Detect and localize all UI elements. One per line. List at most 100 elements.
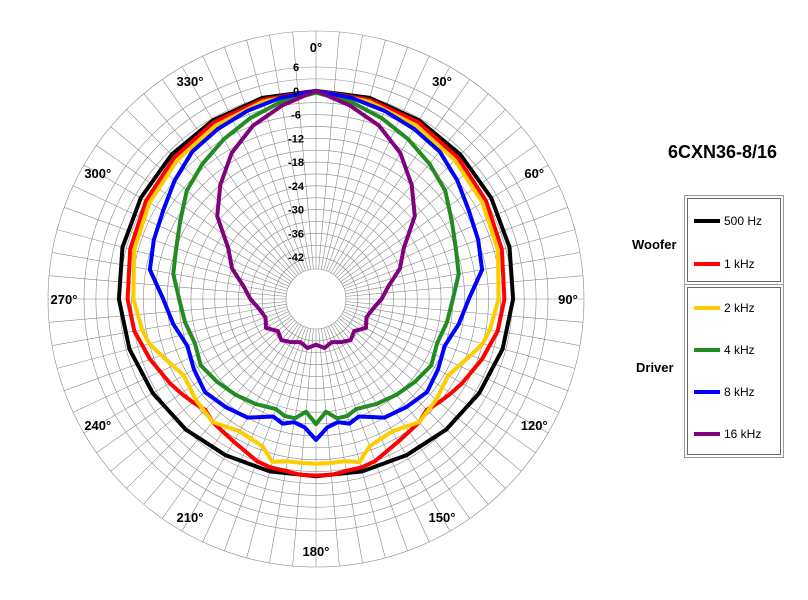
angle-tick-label: 300° xyxy=(84,166,111,181)
grid-spoke xyxy=(52,252,287,295)
grid-spoke xyxy=(110,126,294,280)
grid-spoke xyxy=(340,315,536,453)
grid-spoke xyxy=(224,47,307,271)
grid-ring xyxy=(285,268,347,330)
db-tick-label: -30 xyxy=(288,205,304,217)
db-tick-label: -6 xyxy=(291,110,301,122)
legend-label-2khz: 2 kHz xyxy=(724,301,755,315)
angle-tick-label: 330° xyxy=(177,74,204,89)
grid-spoke xyxy=(338,318,522,472)
db-tick-label: 6 xyxy=(293,62,299,74)
angle-tick-label: 30° xyxy=(432,74,452,89)
grid-spoke xyxy=(328,55,430,272)
grid-spoke xyxy=(335,321,489,505)
angle-tick-label: 60° xyxy=(524,166,544,181)
series-line-2khz xyxy=(131,88,501,466)
grid-spoke xyxy=(202,326,304,543)
legend-item-500hz: 500 Hz xyxy=(694,213,762,229)
grid-spoke xyxy=(96,145,292,283)
legend-item-4khz: 4 kHz xyxy=(694,342,755,358)
grid-spoke xyxy=(162,79,300,275)
grid-spoke xyxy=(269,328,312,563)
grid-spoke xyxy=(325,327,408,551)
grid-spoke xyxy=(341,313,549,434)
legend-item-8khz: 8 kHz xyxy=(694,384,755,400)
chart-title: 6CXN36-8/16 xyxy=(668,142,778,162)
grid-spoke xyxy=(344,308,568,391)
angle-tick-label: 90° xyxy=(558,292,578,307)
legend-swatch-16khz xyxy=(694,432,720,436)
grid-spoke xyxy=(181,324,302,532)
legend-swatch-4khz xyxy=(694,348,720,352)
grid-spoke xyxy=(96,315,292,453)
grid-spoke xyxy=(143,321,297,505)
axis-labels: 0° 30° 60° 90° 120° 150° 180° 210° 240° 270° 300° 3… xyxy=(51,40,578,559)
grid-spoke xyxy=(72,311,289,413)
grid-spoke xyxy=(341,164,549,285)
legend-group-driver: Driver xyxy=(636,360,674,375)
grid-spoke xyxy=(337,109,506,278)
angle-tick-label: 150° xyxy=(429,510,456,525)
db-tick-label: -42 xyxy=(288,252,304,264)
grid-spoke xyxy=(162,323,300,519)
grid-spoke xyxy=(110,318,294,472)
legend-swatch-8khz xyxy=(694,390,720,394)
grid-spoke xyxy=(343,185,560,287)
series-line-1khz xyxy=(125,88,507,478)
angle-tick-label: 240° xyxy=(84,418,111,433)
db-tick-label: -24 xyxy=(288,181,305,193)
grid-spoke xyxy=(323,327,386,558)
grid-spoke xyxy=(57,229,288,292)
grid-spoke xyxy=(345,303,580,346)
legend-item-16khz: 16 kHz xyxy=(694,426,761,442)
grid-spoke xyxy=(325,47,408,271)
grid-spoke xyxy=(126,109,295,278)
legend-label-4khz: 4 kHz xyxy=(724,343,755,357)
grid-spoke xyxy=(345,252,580,295)
grid-spoke xyxy=(338,126,522,280)
grid-spoke xyxy=(332,323,470,519)
grid-spoke xyxy=(52,303,287,346)
angle-tick-label: 210° xyxy=(177,510,204,525)
grid-spoke xyxy=(330,66,451,274)
grid-spoke xyxy=(181,66,302,274)
grid-spoke xyxy=(57,306,288,369)
legend-woofer-box: 500 Hz 1 kHz xyxy=(687,198,781,282)
legend-item-2khz: 2 kHz xyxy=(694,300,755,316)
legend-swatch-2khz xyxy=(694,306,720,310)
grid-spoke xyxy=(292,31,314,270)
legend-label-500hz: 500 Hz xyxy=(724,214,763,228)
grid-spoke xyxy=(269,35,312,270)
grid-spoke xyxy=(340,145,536,283)
grid-spoke xyxy=(318,328,340,567)
angle-tick-label: 270° xyxy=(51,292,78,307)
legend-swatch-500hz xyxy=(694,219,720,223)
angle-tick-label: 0° xyxy=(310,40,322,55)
legend-label-1khz: 1 kHz xyxy=(724,257,755,271)
grid-spoke xyxy=(318,31,340,270)
angle-tick-label: 180° xyxy=(303,544,330,559)
grid-spoke xyxy=(344,229,575,292)
legend-item-1khz: 1 kHz xyxy=(694,256,755,272)
db-tick-label: -18 xyxy=(288,157,304,169)
grid-spoke xyxy=(126,320,295,489)
legend-driver-box: 2 kHz 4 kHz 8 kHz 16 kHz xyxy=(687,287,781,455)
grid-spoke xyxy=(328,326,430,543)
grid-spoke xyxy=(224,327,307,551)
legend-label-8khz: 8 kHz xyxy=(724,385,755,399)
angle-tick-label: 120° xyxy=(521,418,548,433)
grid-spoke xyxy=(292,328,314,567)
grid-spoke xyxy=(72,185,289,287)
series-line-4khz xyxy=(171,90,461,427)
grid-spoke xyxy=(330,324,451,532)
series-line-16khz xyxy=(215,88,417,350)
grid-spoke xyxy=(246,327,309,558)
legend-swatch-1khz xyxy=(694,262,720,266)
db-tick-label: -12 xyxy=(288,133,304,145)
grid-spoke xyxy=(64,308,288,391)
series-lines xyxy=(116,88,516,479)
db-tick-label: -36 xyxy=(288,228,304,240)
grid-spoke xyxy=(83,313,291,434)
grid-spoke xyxy=(343,311,560,413)
